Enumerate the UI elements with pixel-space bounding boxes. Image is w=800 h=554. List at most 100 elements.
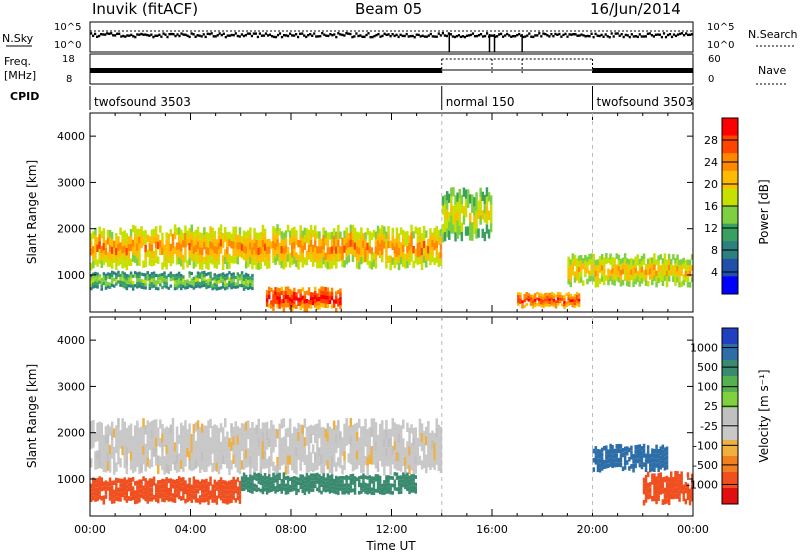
data-cell-power-5 xyxy=(628,259,631,265)
nsky-point xyxy=(136,33,139,36)
data-cell-power-0 xyxy=(383,233,386,242)
data-cell-vel-1 xyxy=(184,484,187,490)
data-cell-vel-0 xyxy=(110,421,114,431)
data-cell-power-4 xyxy=(523,299,526,303)
data-cell-vel-1 xyxy=(167,478,170,484)
nsky-point xyxy=(363,35,366,38)
data-cell-vel-2 xyxy=(311,480,315,485)
data-cell-power-0 xyxy=(102,243,106,251)
data-cell-vel-4 xyxy=(657,489,660,496)
data-cell-vel-0 xyxy=(253,455,256,465)
data-cell-vel-2 xyxy=(408,475,411,480)
nsky-point xyxy=(542,32,545,35)
data-cell-power-2 xyxy=(324,299,327,304)
data-cell-vel-0 xyxy=(345,418,348,428)
nsky-point xyxy=(556,33,559,36)
data-cell-vel-3 xyxy=(632,454,635,459)
data-cell-vel-2 xyxy=(332,478,336,483)
data-cell-power-0 xyxy=(259,261,263,269)
data-cell-power-5 xyxy=(659,276,662,282)
data-cell-vel-4 xyxy=(676,482,679,488)
data-cell-power-0 xyxy=(355,261,359,269)
data-cell-power-4 xyxy=(561,295,564,299)
data-cell-vel-2 xyxy=(399,475,403,480)
data-cell-power-2 xyxy=(318,301,321,306)
nsky-point xyxy=(345,32,348,35)
data-cell-power-5 xyxy=(638,281,642,287)
data-cell-vel-0 xyxy=(335,425,338,435)
data-cell-vel-2 xyxy=(339,476,342,480)
data-cell-power-0 xyxy=(209,241,212,249)
nsky-point xyxy=(530,35,533,38)
data-cell-power-1 xyxy=(123,282,126,286)
data-cell-vel-1 xyxy=(173,489,177,494)
data-cell-vel-2 xyxy=(385,475,388,479)
data-cell-power-2 xyxy=(309,300,313,305)
data-cell-vel-3 xyxy=(609,457,612,463)
nsky-point xyxy=(578,34,581,37)
data-cell-power-3 xyxy=(462,215,466,225)
nsky-point xyxy=(285,34,288,37)
data-cell-power-3 xyxy=(456,211,459,221)
data-cell-power-1 xyxy=(104,273,108,277)
data-cell-power-2 xyxy=(301,287,304,292)
data-cell-power-0 xyxy=(314,247,317,255)
data-cell-vel-0 xyxy=(131,436,135,446)
nsky-point xyxy=(685,32,688,35)
data-cell-vel-4 xyxy=(670,471,673,477)
data-cell-power-1 xyxy=(94,271,97,275)
data-cell-vel-1 xyxy=(234,484,237,489)
data-cell-vel-1 xyxy=(217,493,221,499)
nsky-point xyxy=(419,35,422,38)
data-cell-power-4 xyxy=(540,293,543,297)
data-cell-vel-2 xyxy=(395,472,399,477)
data-cell-vel-0 xyxy=(391,445,394,456)
power-colorbar-tick-label: 28 xyxy=(704,134,718,147)
data-cell-vel-1 xyxy=(146,480,149,486)
nsky-point xyxy=(355,32,358,35)
data-cell-power-0 xyxy=(215,254,219,262)
data-cell-power-1 xyxy=(182,275,185,279)
data-cell-vel-0 xyxy=(410,461,413,471)
data-cell-vel-2 xyxy=(378,486,382,491)
data-cell-vel-0 xyxy=(278,433,281,443)
data-cell-vel-0 xyxy=(234,430,237,440)
data-cell-vel-0 xyxy=(144,462,147,472)
data-cell-power-5 xyxy=(626,269,629,275)
nsky-point xyxy=(210,32,213,35)
data-cell-vel-0 xyxy=(418,427,422,438)
data-cell-power-0 xyxy=(332,257,336,266)
data-cell-power-1 xyxy=(161,273,164,277)
data-cell-power-5 xyxy=(640,255,644,262)
data-cell-vel-0 xyxy=(171,455,175,465)
data-cell-vel-3 xyxy=(607,458,610,464)
data-cell-vel-2 xyxy=(337,487,340,492)
data-cell-power-2 xyxy=(318,305,321,310)
data-cell-power-1 xyxy=(117,280,120,284)
data-cell-power-0 xyxy=(102,235,106,243)
data-cell-vel-2 xyxy=(295,484,298,488)
data-cell-power-0 xyxy=(261,224,265,233)
data-cell-power-0 xyxy=(324,230,327,238)
data-cell-power-5 xyxy=(663,275,667,282)
data-cell-vel-0 xyxy=(150,448,154,458)
data-cell-power-0 xyxy=(123,230,126,238)
data-cell-vel-0 xyxy=(358,437,361,447)
data-cell-power-1 xyxy=(180,280,183,284)
data-cell-power-0 xyxy=(150,244,154,252)
data-cell-vel-1 xyxy=(108,496,112,501)
data-cell-vel-1 xyxy=(134,490,137,495)
data-cell-vel-3 xyxy=(632,463,635,468)
data-cell-power-5 xyxy=(638,258,642,265)
nsky-point xyxy=(367,32,370,35)
data-cell-power-0 xyxy=(127,258,131,266)
data-cell-power-2 xyxy=(291,298,294,304)
data-cell-power-0 xyxy=(282,247,286,255)
data-cell-vel-1 xyxy=(209,495,212,500)
data-cell-vel-2 xyxy=(261,479,265,484)
data-cell-power-1 xyxy=(165,275,168,279)
nsky-point xyxy=(218,32,221,35)
data-cell-power-0 xyxy=(320,260,323,269)
data-cell-power-5 xyxy=(680,264,683,271)
data-cell-power-3 xyxy=(450,215,453,225)
